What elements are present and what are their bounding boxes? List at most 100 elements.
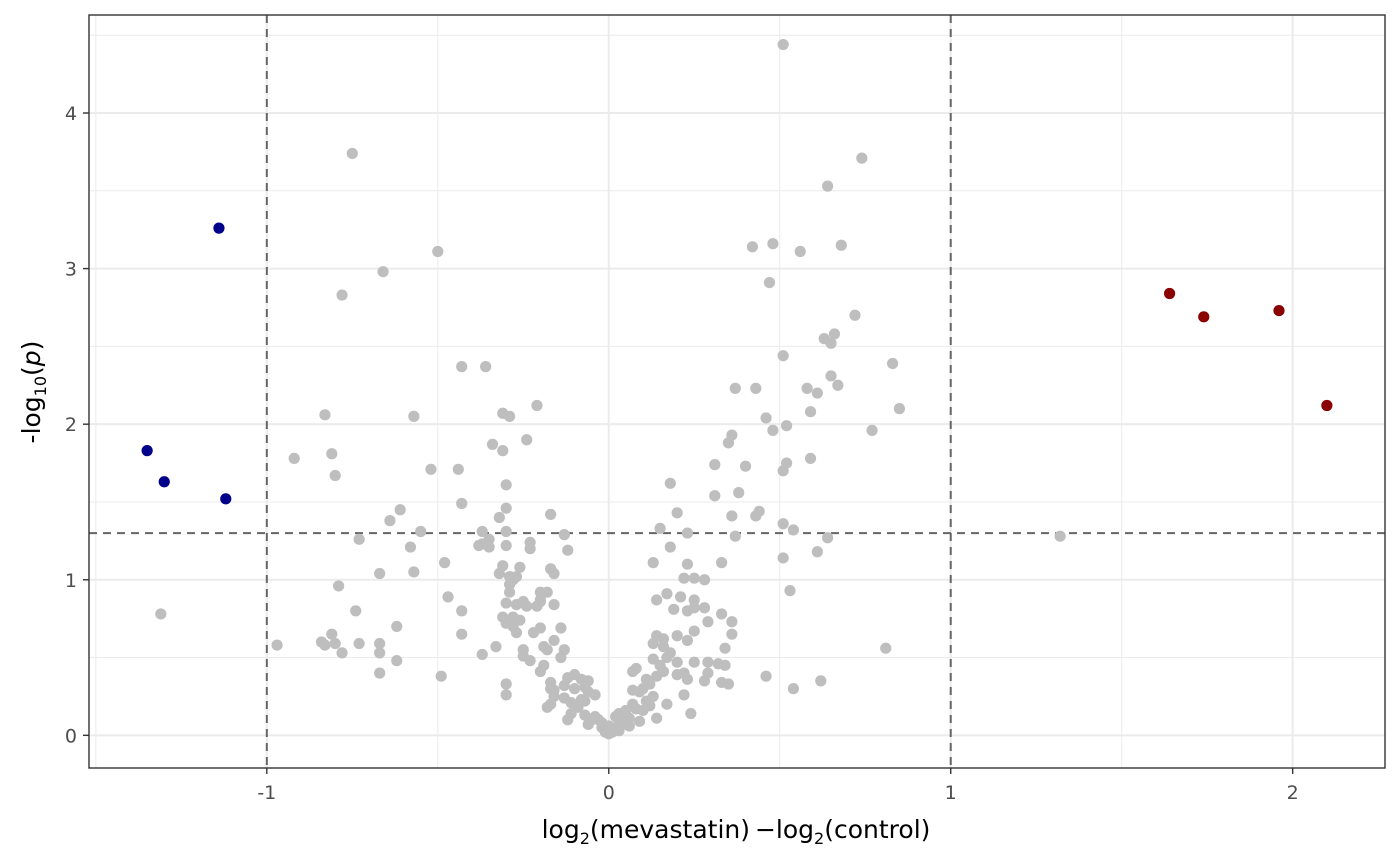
data-point-ns [326,448,338,460]
x-title-base2: 2 [814,829,824,848]
data-point-ns [698,602,711,614]
data-point-ns [654,522,666,535]
data-point-ns [329,469,341,482]
plot-border [88,14,1386,769]
data-point-ns [541,644,553,656]
data-point-ns [716,557,728,569]
data-point-ns [562,544,574,556]
data-point-ns [476,525,488,538]
data-point-ns [671,507,683,519]
data-point-ns [729,530,741,542]
data-point-ns [353,533,365,545]
data-point-ns [767,238,779,250]
data-point-ns [500,479,512,491]
data-point-ns [835,239,847,251]
data-point-ns [822,532,834,544]
data-point-ns [760,670,772,682]
data-point-ns [698,675,711,687]
data-point-ns [664,477,676,489]
data-point-ns [545,698,557,710]
y-axis: 0 1 2 3 4 [65,103,89,747]
data-point-ns [681,605,694,617]
data-point-ns [456,628,468,640]
data-point-ns [722,437,735,449]
data-point-ns [500,525,512,538]
data-point-ns [825,370,837,382]
data-point-ns [384,515,396,527]
data-point-ns [486,438,499,450]
data-point-ns [510,599,523,611]
data-point-ns [589,689,601,701]
data-point-ns [787,524,800,536]
data-point-ns [811,387,823,399]
data-point-ns [572,701,584,713]
data-point-ns [661,588,673,600]
data-point-ns [527,627,540,639]
x-axis: -1 0 1 2 [257,768,1299,804]
data-point-ns [391,620,403,633]
data-point-ns [555,651,567,664]
y-tick-label: 2 [65,414,77,436]
data-point-ns [784,585,796,597]
data-point-ns [664,541,676,553]
data-point-ns [716,608,728,620]
data-point-ns [654,659,666,671]
data-point-ns [760,412,772,424]
data-point-ns [794,245,806,258]
data-point-ns [589,711,601,723]
x-title-middle: (mevastatin) −log [590,815,814,844]
data-point-ns [640,673,652,685]
data-point-ns [647,557,659,569]
data-point-ns [480,361,492,373]
data-point-ns [657,633,670,645]
data-point-ns [726,510,738,522]
x-tick-label: 1 [945,782,957,804]
data-point-ns [568,683,581,695]
data-point-ns [404,541,417,553]
data-point-ns [726,616,738,628]
data-point-ns [452,463,464,475]
data-point-ns [514,561,526,573]
data-point-ns [651,712,663,724]
data-point-ns [767,424,779,436]
data-point-ns [374,647,386,659]
data-point-ns [671,630,683,642]
data-point-ns [531,399,543,412]
data-point-ns [490,641,502,653]
data-point-ns [534,665,546,678]
data-point-ns [333,580,345,592]
data-point-down [213,222,225,234]
data-point-ns [661,698,673,710]
data-point-ns [606,726,618,738]
data-point-ns [558,679,570,692]
data-point-ns [787,683,800,695]
data-point-ns [698,574,711,586]
data-point-ns [374,567,386,580]
x-title-control: (control) [824,815,930,844]
data-point-down [158,476,170,488]
data-point-down [141,445,153,457]
data-point-ns [493,567,505,580]
grid-major [89,15,1385,768]
data-point-ns [777,518,789,530]
data-point-ns [828,328,841,340]
data-point-ns [326,628,338,640]
data-point-ns [832,379,844,391]
data-point-ns [688,625,700,637]
data-point-ns [637,704,649,717]
x-tick-label: 2 [1287,782,1299,804]
data-point-ns [497,445,509,457]
data-point-ns [685,707,697,720]
data-point-ns [377,266,389,278]
data-point-ns [651,670,663,682]
data-point-ns [664,647,676,659]
data-point-ns [849,309,861,321]
data-point-ns [442,591,454,603]
data-point-ns [750,382,762,394]
data-point-ns [394,504,406,516]
data-point-ns [616,718,629,731]
data-point-ns [493,511,505,524]
data-point-ns [288,452,300,464]
data-point-ns [780,420,793,432]
y-tick-label: 1 [65,570,77,592]
